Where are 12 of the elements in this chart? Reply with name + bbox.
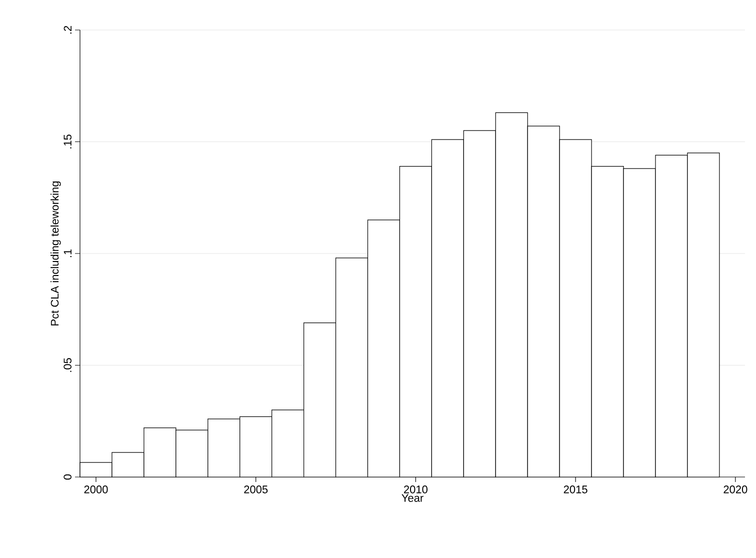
y-tick-label: .05 <box>64 358 72 372</box>
x-tick-label: 2005 <box>244 486 268 494</box>
x-tick-label: 2020 <box>724 486 748 494</box>
x-tick-label: 2010 <box>404 486 428 494</box>
y-tick-label: 0 <box>64 474 72 480</box>
x-tick-label: 2000 <box>84 486 108 494</box>
y-tick-label: .2 <box>64 26 72 34</box>
y-tick-label: .15 <box>64 134 72 148</box>
y-tick-label: .1 <box>64 249 72 258</box>
y-axis-title: Pct CLA including teleworking <box>50 181 61 326</box>
x-tick-label: 2015 <box>564 486 588 494</box>
x-axis-title: Year <box>402 494 424 502</box>
